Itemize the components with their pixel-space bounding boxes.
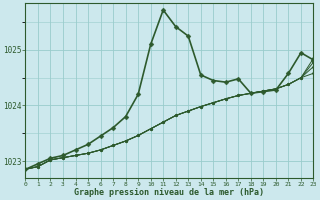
X-axis label: Graphe pression niveau de la mer (hPa): Graphe pression niveau de la mer (hPa)	[75, 188, 264, 197]
